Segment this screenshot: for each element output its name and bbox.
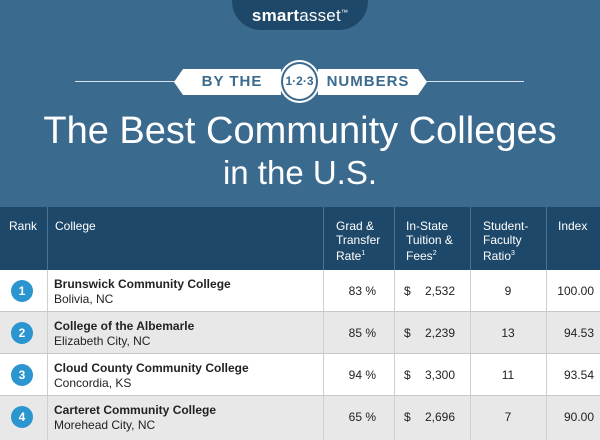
column-ratio-line1: Student-: [483, 219, 529, 233]
index-cell: 93.54: [563, 368, 594, 382]
grad-rate-cell: 85 %: [348, 326, 376, 340]
cell-divider: [323, 354, 324, 396]
page-subtitle: in the U.S.: [222, 154, 378, 191]
table-row[interactable]: 4 Carteret Community College Morehead Ci…: [0, 396, 600, 440]
column-ratio-line3: Ratio: [483, 249, 512, 263]
byline: BY THE NUMBERS 1·2·3: [0, 60, 600, 102]
table-row[interactable]: 1 Brunswick Community College Bolivia, N…: [0, 270, 600, 312]
college-location: Concordia, KS: [54, 376, 132, 390]
cell-divider: [470, 312, 471, 354]
index-cell: 94.53: [563, 326, 594, 340]
rank-badge: 4: [11, 406, 33, 428]
cell-divider: [470, 396, 471, 440]
byline-left-label: BY THE: [174, 69, 281, 95]
cell-divider: [546, 396, 547, 440]
column-grad-footnote: 1: [361, 250, 366, 257]
column-ratio-line2: Faculty: [483, 233, 522, 247]
brand-logo[interactable]: smartasset™: [232, 0, 368, 30]
column-tuition-line2: Tuition &: [406, 233, 453, 247]
currency-symbol: $: [404, 326, 411, 340]
college-name: College of the Albemarle: [54, 319, 195, 333]
tuition-cell: 3,300: [424, 368, 455, 382]
header-banner: smartasset™ BY THE NUMBERS 1·2·3 The Bes…: [0, 0, 600, 207]
cell-divider: [47, 312, 48, 354]
rank-badge: 3: [11, 364, 33, 386]
cell-divider: [394, 312, 395, 354]
column-grad-line1: Grad &: [336, 219, 375, 233]
column-ratio: Student- Faculty Ratio3: [470, 207, 546, 270]
cell-divider: [546, 270, 547, 312]
column-index: Index: [546, 207, 600, 270]
column-tuition-footnote: 2: [432, 250, 437, 257]
table-row[interactable]: 2 College of the Albemarle Elizabeth Cit…: [0, 312, 600, 354]
cell-divider: [394, 354, 395, 396]
rank-badge: 1: [11, 280, 33, 302]
tuition-cell: 2,696: [424, 410, 455, 424]
column-college-label: College: [55, 219, 96, 233]
ratio-cell: 7: [504, 410, 512, 424]
byline-rule-left: [75, 81, 185, 82]
cell-divider: [546, 312, 547, 354]
index-cell: 90.00: [563, 410, 594, 424]
page-title: The Best Community Colleges: [43, 110, 557, 152]
grad-rate-cell: 94 %: [348, 368, 376, 382]
tuition-cell: 2,239: [424, 326, 455, 340]
cell-divider: [47, 396, 48, 440]
table-row[interactable]: 3 Cloud County Community College Concord…: [0, 354, 600, 396]
college-location: Bolivia, NC: [54, 292, 114, 306]
column-tuition: In-State Tuition & Fees2: [394, 207, 470, 270]
ratio-cell: 13: [501, 326, 515, 340]
grad-rate-cell: 83 %: [348, 284, 376, 298]
row-divider: [0, 395, 600, 396]
column-tuition-line1: In-State: [406, 219, 449, 233]
numbers-badge: 1·2·3: [281, 62, 318, 101]
brand-rest: asset: [299, 6, 341, 25]
cell-divider: [394, 270, 395, 312]
cell-divider: [470, 354, 471, 396]
column-tuition-line3: Fees: [406, 249, 433, 263]
column-rank-label: Rank: [9, 219, 38, 233]
cell-divider: [323, 312, 324, 354]
byline-right-label: NUMBERS: [318, 69, 427, 95]
column-ratio-footnote: 3: [511, 250, 515, 257]
college-location: Morehead City, NC: [54, 418, 156, 432]
ratio-cell: 11: [501, 368, 515, 382]
ratio-cell: 9: [504, 284, 512, 298]
table-header: Rank College Grad & Transfer Rate1 In-St…: [0, 207, 600, 270]
cell-divider: [47, 270, 48, 312]
cell-divider: [323, 396, 324, 440]
currency-symbol: $: [404, 368, 411, 382]
college-name: Brunswick Community College: [54, 277, 231, 291]
brand-logo-text: smartasset™: [232, 6, 368, 26]
tuition-cell: 2,532: [424, 284, 455, 298]
cell-divider: [394, 396, 395, 440]
rank-badge: 2: [11, 322, 33, 344]
cell-divider: [323, 270, 324, 312]
cell-divider: [470, 270, 471, 312]
row-divider: [0, 353, 600, 354]
cell-divider: [47, 354, 48, 396]
byline-rule-right: [414, 81, 524, 82]
brand-tm: ™: [340, 9, 349, 17]
column-rank: Rank: [0, 207, 47, 270]
column-index-label: Index: [558, 219, 588, 233]
college-name: Cloud County Community College: [54, 361, 249, 375]
currency-symbol: $: [404, 284, 411, 298]
college-location: Elizabeth City, NC: [54, 334, 151, 348]
index-cell: 100.00: [557, 284, 594, 298]
cell-divider: [546, 354, 547, 396]
brand-bold: smart: [251, 6, 300, 25]
column-college: College: [47, 207, 323, 270]
column-grad-line2: Transfer: [336, 233, 381, 247]
column-grad-line3: Rate: [336, 249, 362, 263]
currency-symbol: $: [404, 410, 411, 424]
college-name: Carteret Community College: [54, 403, 217, 417]
row-divider: [0, 311, 600, 312]
grad-rate-cell: 65 %: [348, 410, 376, 424]
column-grad-rate: Grad & Transfer Rate1: [323, 207, 394, 270]
